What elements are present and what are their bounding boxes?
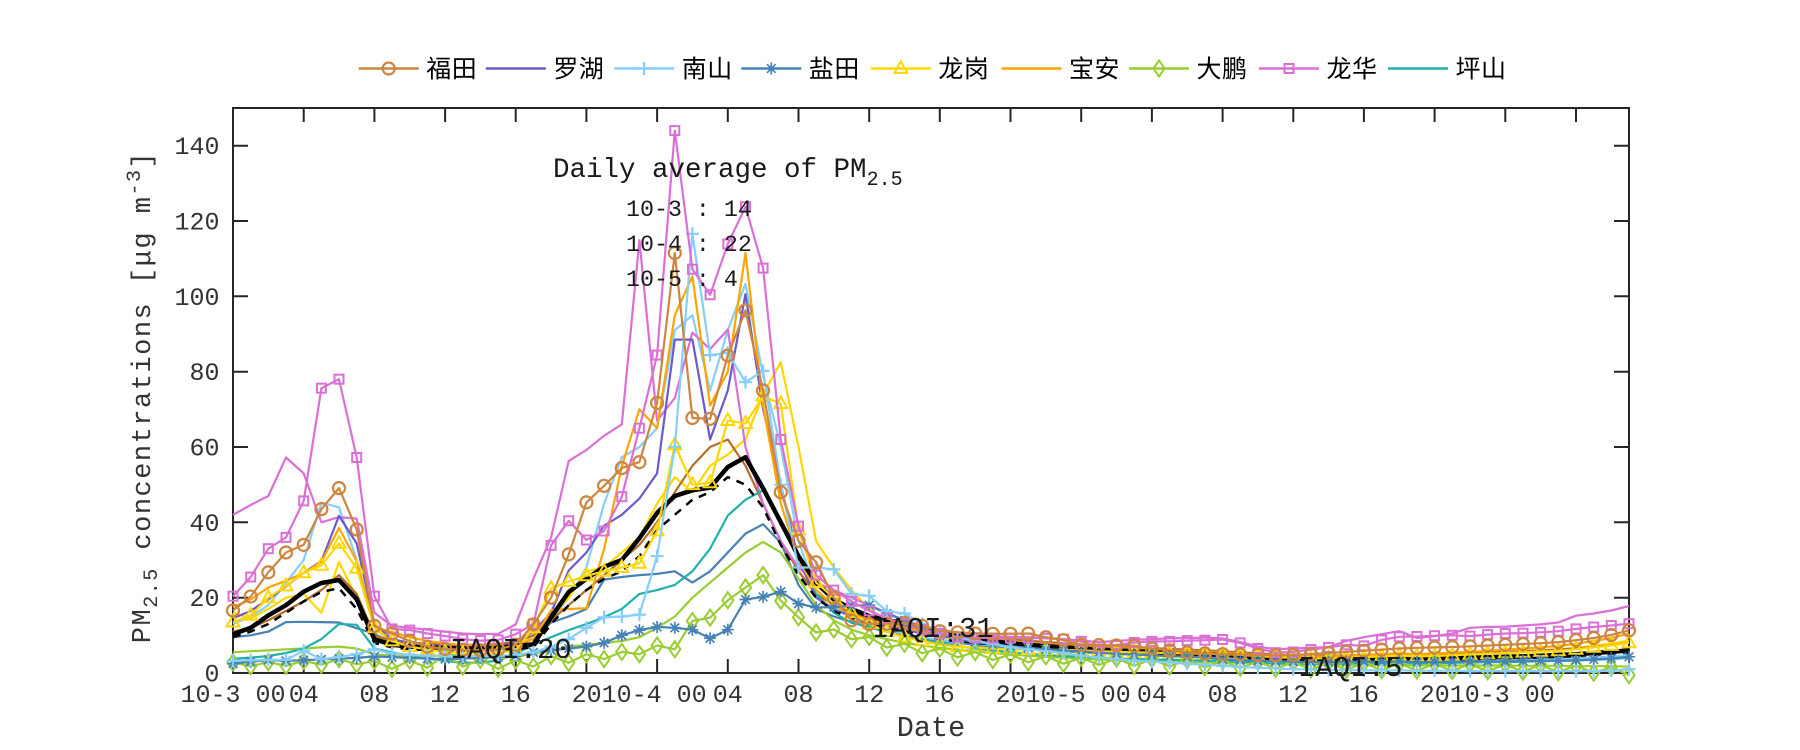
svg-text:16: 16 <box>1349 681 1379 710</box>
svg-text:2010-5 00: 2010-5 00 <box>996 681 1131 710</box>
svg-text:16: 16 <box>501 681 531 710</box>
svg-text:10-5 : 4: 10-5 : 4 <box>626 267 738 293</box>
svg-text:12: 12 <box>854 681 884 710</box>
svg-text:IAQI:20: IAQI:20 <box>450 634 572 667</box>
svg-text:0: 0 <box>204 661 219 690</box>
svg-text:12: 12 <box>430 681 460 710</box>
svg-text:IAQI:5: IAQI:5 <box>1298 652 1402 685</box>
svg-text:16: 16 <box>925 681 955 710</box>
svg-text:10-3 : 14: 10-3 : 14 <box>626 197 752 223</box>
svg-text:04: 04 <box>289 681 319 710</box>
svg-text:2010-4 00: 2010-4 00 <box>572 681 707 710</box>
svg-text:12: 12 <box>1278 681 1308 710</box>
svg-text:60: 60 <box>189 435 219 464</box>
svg-text:PM2.5 concentrations [μg m-3]: PM2.5 concentrations [μg m-3] <box>124 151 164 643</box>
svg-text:04: 04 <box>713 681 743 710</box>
svg-text:04: 04 <box>1137 681 1167 710</box>
svg-text:20: 20 <box>189 585 219 614</box>
svg-text:10-3 00: 10-3 00 <box>180 681 285 710</box>
svg-text:40: 40 <box>189 510 219 539</box>
svg-text:Date: Date <box>897 712 965 745</box>
svg-text:100: 100 <box>174 284 219 313</box>
svg-text:120: 120 <box>174 209 219 238</box>
svg-text:IAQI:31: IAQI:31 <box>872 613 994 646</box>
svg-text:08: 08 <box>783 681 813 710</box>
svg-text:10-4 : 22: 10-4 : 22 <box>626 232 752 258</box>
svg-text:80: 80 <box>189 359 219 388</box>
svg-text:08: 08 <box>359 681 389 710</box>
svg-text:2010-3 00: 2010-3 00 <box>1420 681 1555 710</box>
svg-text:08: 08 <box>1208 681 1238 710</box>
svg-text:Daily average of PM2.5: Daily average of PM2.5 <box>553 155 903 192</box>
svg-text:140: 140 <box>174 133 219 162</box>
